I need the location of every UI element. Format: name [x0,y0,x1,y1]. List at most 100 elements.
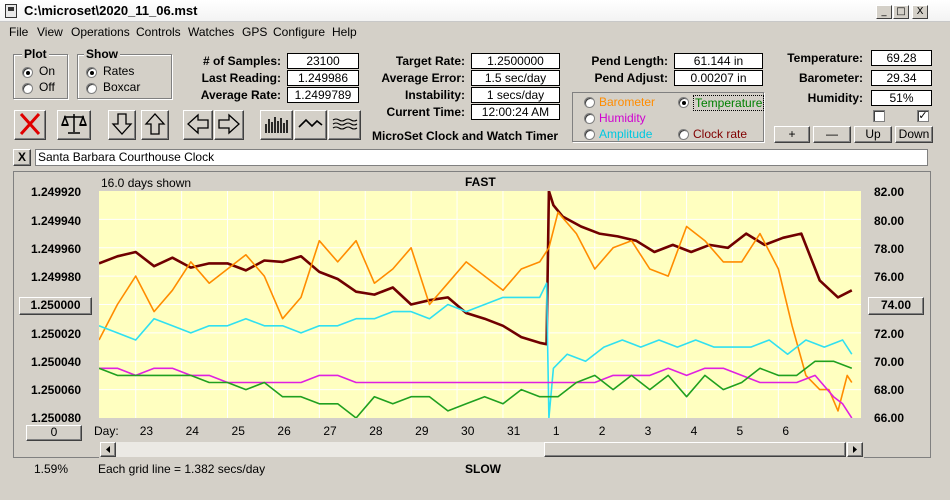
humidity-option-label[interactable]: Humidity [599,111,646,125]
average-rate-field: 1.2499789 [287,87,359,103]
menu-operations[interactable]: Operations [71,25,130,39]
plot-on-radio[interactable] [22,67,33,78]
reset-icon [19,112,41,136]
temperature-option-label[interactable]: Temperature [693,95,765,111]
plot-group: Plot On Off [13,47,68,99]
average-rate-label: Average Rate: [200,88,281,102]
triangle-right-icon [853,446,857,453]
arrow-left-icon [187,113,209,135]
temperature-field: 69.28 [871,50,932,66]
amplitude-option-label[interactable]: Amplitude [599,127,653,141]
menu-gps[interactable]: GPS [242,25,268,39]
sensor-minus-button[interactable]: — [813,126,851,143]
balance-button[interactable] [57,110,91,140]
timer-title: MicroSet Clock and Watch Timer [372,129,559,143]
left-axis-tick: 1.249920 [31,185,82,199]
series-line-humidity [99,367,853,418]
right-axis-tick: 70.00 [874,355,905,369]
barometer-option-label[interactable]: Barometer [599,95,656,109]
wave-button[interactable] [328,110,361,140]
app-icon[interactable] [5,4,17,18]
scroll-left-arrow[interactable] [100,442,116,457]
menu-file[interactable]: File [9,25,29,39]
plot-area[interactable] [99,191,861,418]
scroll-thumb[interactable] [544,442,846,457]
current-time-field: 12:00:24 AM [471,104,560,120]
title-bar: C:\microset\2020_11_06.mst _ □ X [0,0,950,22]
scroll-right-arrow[interactable] [847,442,863,457]
plot-on-label[interactable]: On [39,64,56,78]
line-graph-icon [298,118,323,128]
right-axis-tick: 78.00 [874,242,905,256]
left-axis-tick: 1.249960 [31,242,82,256]
left-checkbox[interactable] [873,110,885,122]
show-rates-radio[interactable] [86,67,97,78]
x-axis-tick: 5 [736,424,744,438]
sensor-up-button[interactable]: Up [854,126,892,143]
barometer-radio[interactable] [584,97,595,108]
histogram-button[interactable] [260,110,293,140]
temperature-radio[interactable] [678,97,689,108]
series-lines [99,191,853,418]
barometer-field: 29.34 [871,70,932,86]
scroll-right-button[interactable] [214,110,244,140]
plot-group-title: Plot [22,47,49,61]
x-axis-tick: 27 [323,424,337,438]
pend-length-label: Pend Length: [591,54,668,68]
menu-configure[interactable]: Configure [273,25,326,39]
scroll-down-button[interactable] [108,110,136,140]
close-button[interactable]: X [912,5,928,19]
show-boxcar-radio[interactable] [86,83,97,94]
sensor-plus-button[interactable]: + [774,126,810,143]
menu-watches[interactable]: Watches [188,25,235,39]
sensor-center-button[interactable]: 74.00 [868,297,924,315]
line-graph-button[interactable] [294,110,327,140]
humidity-label: Humidity: [807,91,863,105]
right-axis-tick: 66.00 [874,411,905,425]
clock-rate-option-label[interactable]: Clock rate [693,127,748,141]
samples-label: # of Samples: [202,54,281,68]
arrow-up-icon [144,113,166,135]
sensor-select-box: Barometer Temperature Humidity Amplitude… [572,92,765,142]
instability-field: 1 secs/day [471,87,560,103]
sensor-down-button[interactable]: Down [895,126,933,143]
show-boxcar-label[interactable]: Boxcar [103,80,141,94]
right-axis-tick: 76.00 [874,270,905,284]
target-rate-field[interactable]: 1.2500000 [471,53,560,69]
menu-help[interactable]: Help [332,25,357,39]
minimize-button[interactable]: _ [876,5,892,19]
show-rates-label[interactable]: Rates [103,64,135,78]
offset-button[interactable]: 0 [26,425,82,441]
fast-label: FAST [465,175,496,189]
right-checkbox[interactable]: ✓ [917,110,929,122]
instability-label: Instability: [404,88,465,102]
grid-lines [99,191,861,418]
clear-clock-name-button[interactable]: X [13,149,31,166]
right-axis-tick: 68.00 [874,383,905,397]
clock-rate-radio[interactable] [678,129,689,140]
amplitude-radio[interactable] [584,129,595,140]
left-axis-tick: 1.250060 [31,383,82,397]
clock-name-input[interactable]: Santa Barbara Courthouse Clock [35,149,928,166]
left-axis-tick: 1.249980 [31,270,82,284]
reset-button[interactable] [14,110,46,140]
window-title: C:\microset\2020_11_06.mst [24,3,198,18]
menu-view[interactable]: View [37,25,63,39]
horizontal-scrollbar[interactable] [99,441,864,458]
x-axis-tick: 28 [369,424,383,438]
scroll-up-button[interactable] [141,110,169,140]
center-rate-button[interactable]: 1.250000 [19,297,92,315]
menu-controls[interactable]: Controls [136,25,181,39]
plot-off-label[interactable]: Off [39,80,55,94]
plot-off-radio[interactable] [22,83,33,94]
samples-field: 23100 [287,53,359,69]
days-shown-label: 16.0 days shown [101,176,192,190]
humidity-radio[interactable] [584,113,595,124]
wave-icon [332,118,358,130]
scroll-left-button[interactable] [183,110,213,140]
right-axis-tick: 80.00 [874,214,905,228]
maximize-button[interactable]: □ [893,5,909,19]
balance-icon [60,114,88,134]
arrow-down-icon [111,113,133,135]
x-axis-tick: 24 [185,424,199,438]
